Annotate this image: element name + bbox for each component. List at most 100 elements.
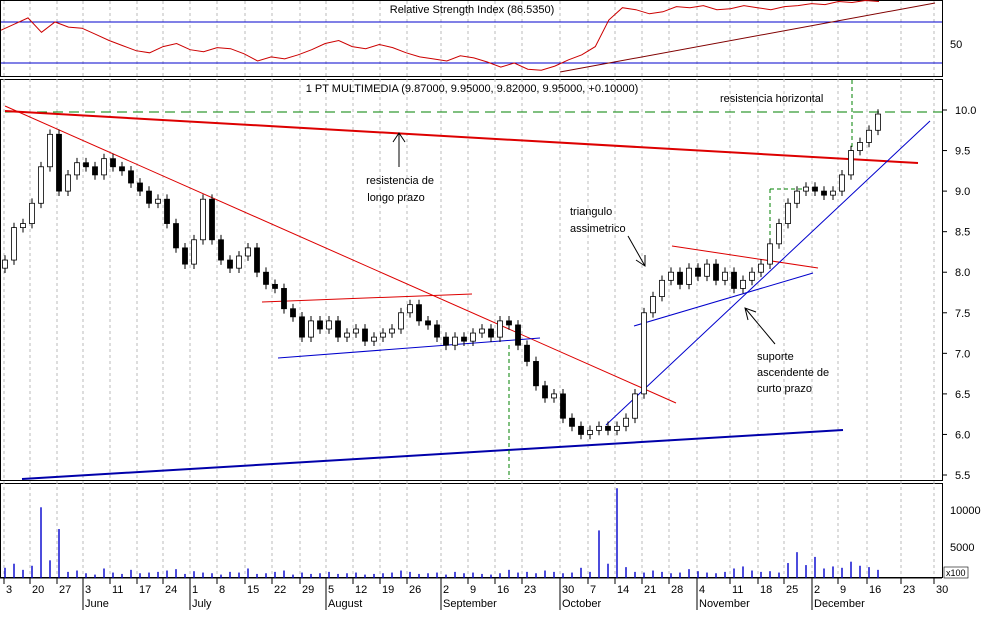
- candle-body: [515, 324, 521, 346]
- month-label: August: [328, 598, 362, 610]
- rsi-trendline: [559, 2, 936, 73]
- annotation-triangle-1: triangulo: [570, 206, 612, 218]
- candle-body: [443, 336, 449, 346]
- annotation-long-term-resistance-2: longo prazo: [367, 192, 425, 204]
- candle-body: [254, 247, 260, 273]
- triangle-bottom-line: [633, 272, 814, 327]
- candle-body: [470, 332, 476, 342]
- price-tick-label: 9.0: [955, 186, 970, 198]
- price-tick-label: 6.5: [955, 389, 970, 401]
- candle-body: [776, 223, 782, 245]
- day-tick-label: 27: [59, 584, 71, 596]
- day-tick-label: 30: [562, 584, 574, 596]
- rsi-title: Relative Strength Index (86.5350): [390, 4, 555, 16]
- candle-body: [830, 190, 836, 196]
- day-tick-label: 3: [85, 584, 91, 596]
- triangle-top-line: [671, 245, 819, 269]
- candle-body: [731, 271, 737, 289]
- day-tick-label: 11: [112, 584, 123, 596]
- candle-body: [200, 198, 206, 241]
- candle-body: [227, 259, 233, 269]
- candle-body: [461, 336, 467, 342]
- volume-panel: [0, 483, 943, 578]
- candle-body: [659, 279, 665, 297]
- price-tick-label: 8.5: [955, 227, 970, 239]
- candle-body: [587, 429, 593, 435]
- candle-body: [56, 133, 62, 192]
- day-tick-label: 30: [936, 584, 948, 596]
- candle-body: [407, 304, 413, 314]
- candle-body: [326, 320, 332, 330]
- annotation-short-term-support-1: suporte: [757, 351, 794, 363]
- candle-body: [119, 166, 125, 172]
- short-term-support-line: [605, 120, 931, 426]
- day-tick-label: 18: [760, 584, 772, 596]
- annotation-triangle-2: assimetrico: [570, 223, 626, 235]
- day-tick-label: 16: [869, 584, 881, 596]
- support-arrow-icon: [744, 307, 776, 345]
- month-label: December: [814, 598, 865, 610]
- day-tick-label: 2: [814, 584, 820, 596]
- candle-body: [164, 198, 170, 224]
- vertical-gridlines: [3, 1, 935, 577]
- day-tick-label: 22: [274, 584, 286, 596]
- triangle-arrow-icon: [627, 235, 646, 267]
- candle-body: [272, 283, 278, 289]
- candle-body: [614, 425, 620, 431]
- month-label: November: [699, 598, 750, 610]
- volume-tick-10000: 10000: [950, 505, 981, 517]
- candle-body: [416, 304, 422, 322]
- day-tick-label: 26: [409, 584, 421, 596]
- candle-body: [308, 320, 314, 338]
- candle-body: [677, 271, 683, 285]
- day-tick-label: 5: [328, 584, 334, 596]
- day-tick-label: 29: [302, 584, 314, 596]
- day-tick-label: 2: [443, 584, 449, 596]
- day-tick-label: 21: [644, 584, 656, 596]
- candle-body: [425, 320, 431, 326]
- candle-body: [866, 129, 872, 143]
- candle-body: [299, 316, 305, 338]
- day-tick-label: 23: [903, 584, 915, 596]
- candle-body: [209, 198, 215, 241]
- candle-body: [92, 166, 98, 176]
- candle-body: [236, 255, 242, 269]
- candle-body: [137, 182, 143, 192]
- candle-body: [542, 385, 548, 399]
- candlesticks: [2, 109, 881, 440]
- candle-body: [434, 324, 440, 338]
- month-label: June: [85, 598, 109, 610]
- candle-body: [785, 202, 791, 224]
- candle-body: [74, 162, 80, 176]
- day-tick-label: 17: [139, 584, 151, 596]
- descending-trendline: [4, 105, 677, 404]
- candle-body: [551, 393, 557, 399]
- candle-body: [146, 190, 152, 204]
- candle-body: [29, 202, 35, 224]
- resistance-arrow-icon: [392, 132, 406, 167]
- price-panel: [0, 79, 943, 481]
- candle-body: [794, 190, 800, 204]
- day-tick-label: 12: [355, 584, 367, 596]
- price-tick-label: 9.5: [955, 146, 970, 158]
- candle-body: [218, 239, 224, 261]
- candle-body: [686, 267, 692, 285]
- candle-body: [650, 296, 656, 314]
- candle-body: [191, 239, 197, 265]
- price-tick-label: 7.5: [955, 308, 970, 320]
- candle-body: [335, 320, 341, 338]
- long-term-resistance-line: [4, 110, 919, 164]
- day-tick-label: 24: [165, 584, 177, 596]
- candle-body: [569, 417, 575, 427]
- volume-unit: x100: [946, 568, 966, 578]
- candle-body: [749, 271, 755, 281]
- day-tick-label: 4: [699, 584, 705, 596]
- day-tick-label: 28: [671, 584, 683, 596]
- candle-body: [2, 259, 8, 269]
- candle-body: [371, 336, 377, 342]
- candle-body: [353, 328, 359, 334]
- day-tick-label: 20: [32, 584, 44, 596]
- candle-body: [713, 263, 719, 281]
- rectangle-bottom-line: [277, 337, 541, 359]
- price-title: 1 PT MULTIMEDIA (9.87000, 9.95000, 9.820…: [306, 83, 639, 95]
